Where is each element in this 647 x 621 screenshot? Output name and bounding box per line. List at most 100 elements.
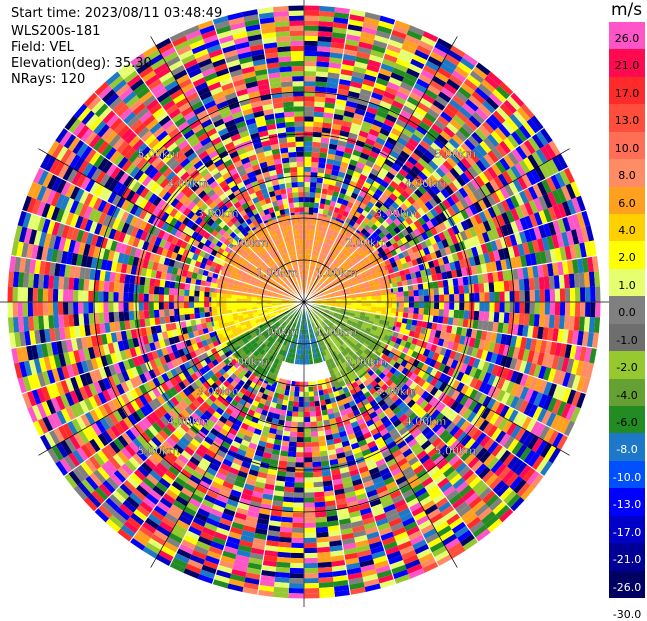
noise-gate xyxy=(338,388,345,396)
noise-gate xyxy=(314,405,322,412)
noise-gate xyxy=(336,197,344,204)
noise-gate xyxy=(543,314,550,328)
noise-gate xyxy=(399,339,407,347)
noise-gate xyxy=(418,289,424,296)
noise-gate xyxy=(282,435,290,442)
noise-gate xyxy=(199,262,206,270)
noise-gate xyxy=(318,394,325,401)
noise-gate xyxy=(316,536,330,543)
noise-gate xyxy=(423,261,430,270)
noise-gate xyxy=(554,288,561,302)
noise-gate xyxy=(393,218,402,227)
noise-gate xyxy=(284,208,290,215)
noise-gate xyxy=(294,391,300,397)
noise-gate xyxy=(278,204,285,211)
noise-gate xyxy=(370,380,378,388)
noise-gate xyxy=(293,101,304,107)
noise-gate xyxy=(277,546,292,553)
noise-gate xyxy=(304,406,310,413)
noise-gate xyxy=(279,388,286,395)
noise-gate xyxy=(63,276,70,290)
noise-gate xyxy=(224,350,232,358)
noise-gate xyxy=(329,397,337,404)
noise-gate xyxy=(295,452,304,458)
noise-gate xyxy=(479,292,485,302)
noise-gate xyxy=(282,198,289,205)
noise-gate xyxy=(418,302,425,309)
noise-gate xyxy=(292,86,304,92)
noise-gate xyxy=(403,329,411,337)
noise-gate xyxy=(316,177,324,184)
noise-gate xyxy=(549,302,556,316)
noise-gate xyxy=(289,583,304,589)
noise-gate xyxy=(237,224,245,232)
noise-gate xyxy=(313,106,325,113)
noise-gate xyxy=(553,315,560,329)
noise-gate xyxy=(334,202,342,209)
noise-gate xyxy=(314,197,321,204)
noise-gate xyxy=(282,399,289,406)
noise-gate xyxy=(264,197,272,204)
noise-gate xyxy=(312,456,321,463)
noise-gate xyxy=(314,496,325,503)
noise-gate xyxy=(314,400,321,407)
noise-gate xyxy=(201,274,208,282)
noise-gate xyxy=(289,390,295,397)
noise-gate xyxy=(199,307,205,313)
noise-gate xyxy=(138,302,144,311)
noise-gate xyxy=(304,527,317,533)
noise-gate xyxy=(394,271,401,278)
noise-gate xyxy=(230,380,238,388)
noise-gate xyxy=(159,316,166,325)
noise-gate xyxy=(261,393,269,401)
noise-gate xyxy=(513,313,520,325)
noise-gate xyxy=(418,295,425,302)
noise-gate xyxy=(459,302,465,311)
noise-gate xyxy=(296,437,304,443)
noise-gate xyxy=(397,311,404,318)
noise-gate xyxy=(405,273,412,281)
noise-gate xyxy=(222,231,230,240)
noise-gate xyxy=(360,228,368,236)
noise-gate xyxy=(48,275,55,289)
noise-gate xyxy=(209,287,216,293)
noise-gate xyxy=(385,371,394,380)
noise-gate xyxy=(243,401,252,410)
noise-gate xyxy=(544,289,551,302)
noise-gate xyxy=(308,396,315,402)
noise-gate xyxy=(108,311,115,323)
noise-gate xyxy=(180,320,187,329)
noise-gate xyxy=(98,280,105,292)
noise-gate xyxy=(287,141,296,148)
noise-gate xyxy=(299,386,304,392)
noise-gate xyxy=(309,192,316,198)
noise-gate xyxy=(163,287,170,295)
noise-gate xyxy=(313,111,324,118)
noise-gate xyxy=(248,374,256,382)
noise-gate xyxy=(549,288,556,302)
noise-gate xyxy=(286,461,296,468)
noise-gate xyxy=(233,220,242,228)
noise-gate xyxy=(205,259,213,267)
noise-gate xyxy=(325,403,333,410)
noise-gate xyxy=(539,289,546,302)
noise-gates xyxy=(7,5,601,599)
noise-gate xyxy=(304,547,318,554)
noise-gate xyxy=(289,166,298,173)
noise-gate xyxy=(407,284,414,292)
noise-gate xyxy=(206,218,215,227)
noise-gate xyxy=(148,309,155,319)
noise-gate xyxy=(411,350,419,359)
noise-gate xyxy=(226,212,235,221)
noise-gate xyxy=(280,76,293,83)
noise-gate xyxy=(184,339,192,347)
noise-gate xyxy=(214,371,223,380)
noise-gate xyxy=(295,146,304,152)
noise-gate xyxy=(287,451,297,458)
noise-gate xyxy=(280,81,293,88)
noise-gate xyxy=(304,532,317,539)
noise-gate xyxy=(304,457,313,463)
noise-gate xyxy=(390,336,398,343)
noise-gate xyxy=(154,317,161,326)
noise-gate xyxy=(264,400,272,407)
